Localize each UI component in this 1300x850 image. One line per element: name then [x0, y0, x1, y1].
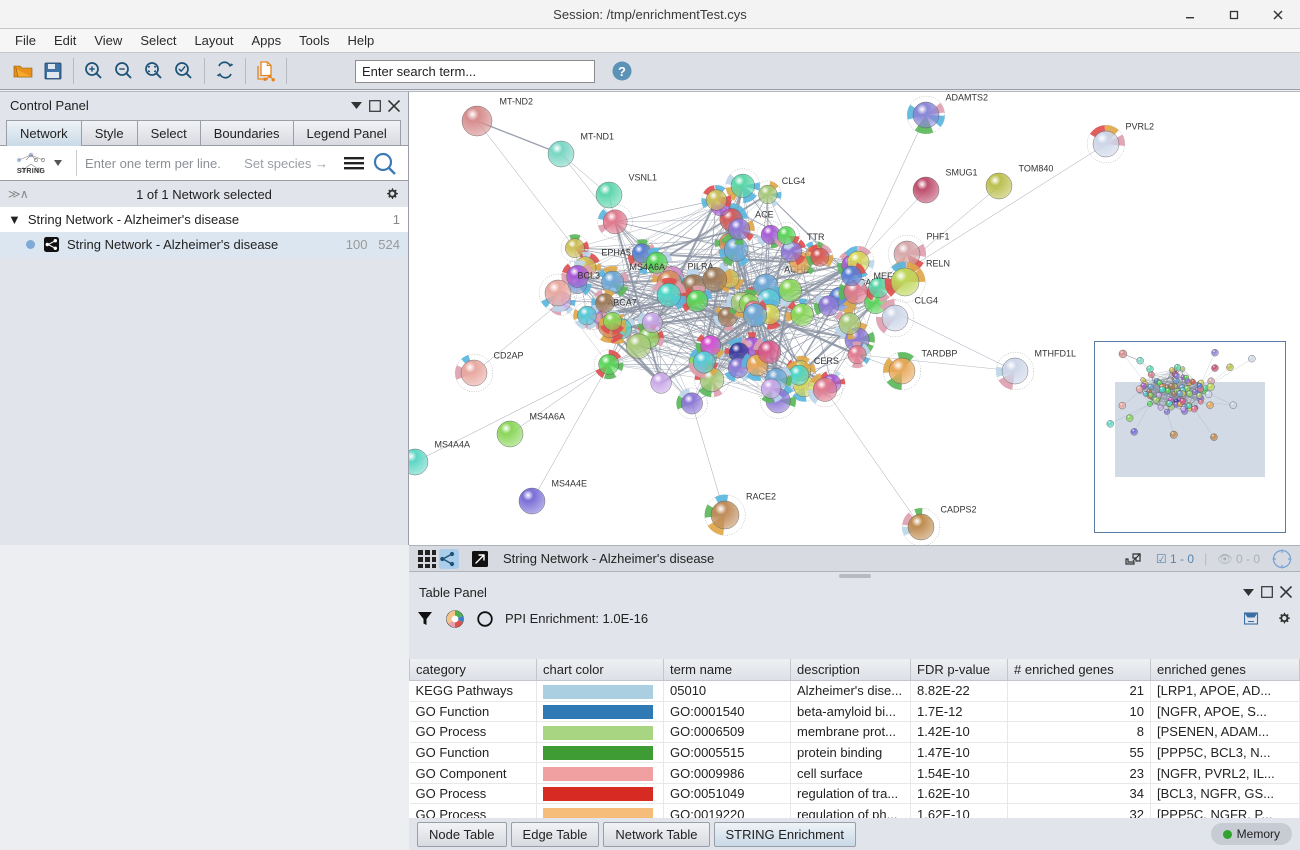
svg-text:MT-ND1: MT-ND1 — [581, 132, 615, 142]
svg-text:PHF1: PHF1 — [927, 232, 950, 242]
svg-text:TTR: TTR — [807, 232, 825, 242]
svg-text:MS4A4E: MS4A4E — [552, 479, 588, 489]
svg-text:MS4A4A: MS4A4A — [435, 440, 471, 450]
svg-text:RELN: RELN — [926, 259, 950, 269]
svg-text:MS4A6A: MS4A6A — [530, 412, 566, 422]
svg-text:TOM840: TOM840 — [1019, 164, 1054, 174]
svg-text:CLG4: CLG4 — [915, 296, 939, 306]
svg-text:CLG4: CLG4 — [782, 176, 806, 186]
svg-text:PVRL2: PVRL2 — [1126, 122, 1155, 132]
svg-text:EPHA5: EPHA5 — [601, 248, 631, 258]
svg-text:CADPS2: CADPS2 — [941, 505, 977, 515]
svg-text:CD2AP: CD2AP — [494, 351, 524, 361]
svg-text:RACE2: RACE2 — [746, 492, 776, 502]
svg-text:?: ? — [618, 64, 626, 79]
svg-text:VSNL1: VSNL1 — [629, 173, 658, 183]
svg-text:ACE: ACE — [755, 210, 774, 220]
svg-text:MTHFD1L: MTHFD1L — [1035, 349, 1077, 359]
svg-text:BCL3: BCL3 — [578, 271, 601, 281]
svg-text:ADAMTS2: ADAMTS2 — [946, 93, 989, 103]
svg-text:MT-ND2: MT-ND2 — [500, 97, 534, 107]
svg-text:TARDBP: TARDBP — [922, 349, 958, 359]
svg-text:SMUG1: SMUG1 — [946, 168, 978, 178]
svg-text:MS4A6A: MS4A6A — [629, 262, 665, 272]
svg-text:CERS: CERS — [814, 356, 839, 366]
